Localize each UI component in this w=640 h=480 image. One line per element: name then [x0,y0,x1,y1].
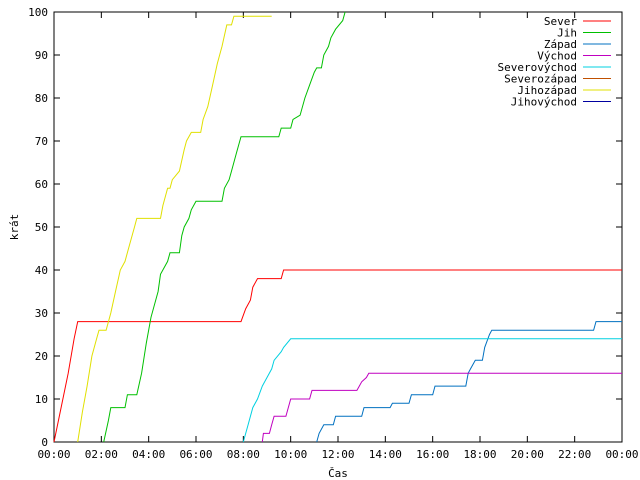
series-line-7 [77,15,272,443]
legend-label: Jih [557,27,577,40]
x-tick-label: 18:00 [463,448,496,461]
y-tick-label: 40 [35,264,48,277]
y-tick-label: 80 [35,92,48,105]
y-tick-label: 70 [35,135,48,148]
x-tick-label: 00:00 [37,448,70,461]
legend-label: Severovýchod [498,61,577,74]
series-line-1 [53,269,622,443]
x-tick-label: 08:00 [227,448,260,461]
x-axis-label: Čas [328,467,348,480]
legend-label: Jihozápad [517,84,577,97]
x-tick-label: 10:00 [274,448,307,461]
y-tick-label: 100 [28,6,48,19]
y-tick-label: 90 [35,49,48,62]
y-axis: 0 10 20 30 40 50 60 70 80 90 100 [28,6,622,449]
series-lines [53,11,622,443]
y-tick-label: 50 [35,221,48,234]
x-tick-label: 06:00 [179,448,212,461]
x-tick-label: 20:00 [511,448,544,461]
x-tick-label: 12:00 [321,448,354,461]
y-tick-label: 0 [41,436,48,449]
x-tick-label: 22:00 [558,448,591,461]
series-line-3 [316,321,622,443]
legend-label: Západ [544,38,577,51]
y-tick-label: 10 [35,393,48,406]
legend-label: Východ [537,50,577,63]
x-axis: 00:00 02:00 04:00 06:00 08:00 10:00 12:00 14:00… [37,12,639,461]
x-tick-label: 00:00 [605,448,638,461]
x-tick-label: 02:00 [85,448,118,461]
y-tick-label: 20 [35,350,48,363]
x-tick-label: 04:00 [132,448,165,461]
legend-label: Severozápad [504,73,577,86]
y-tick-label: 30 [35,307,48,320]
legend-label: Jihovýchod [511,96,577,109]
x-tick-label: 14:00 [369,448,402,461]
series-line-5 [242,338,622,443]
x-tick-label: 16:00 [416,448,449,461]
y-axis-label: krát [8,214,21,241]
legend-label: Sever [544,15,577,28]
y-tick-label: 60 [35,178,48,191]
series-line-4 [261,372,622,443]
legend: SeverJihZápadVýchodSeverovýchodSeverozáp… [498,15,611,109]
series-line-2 [103,11,346,443]
